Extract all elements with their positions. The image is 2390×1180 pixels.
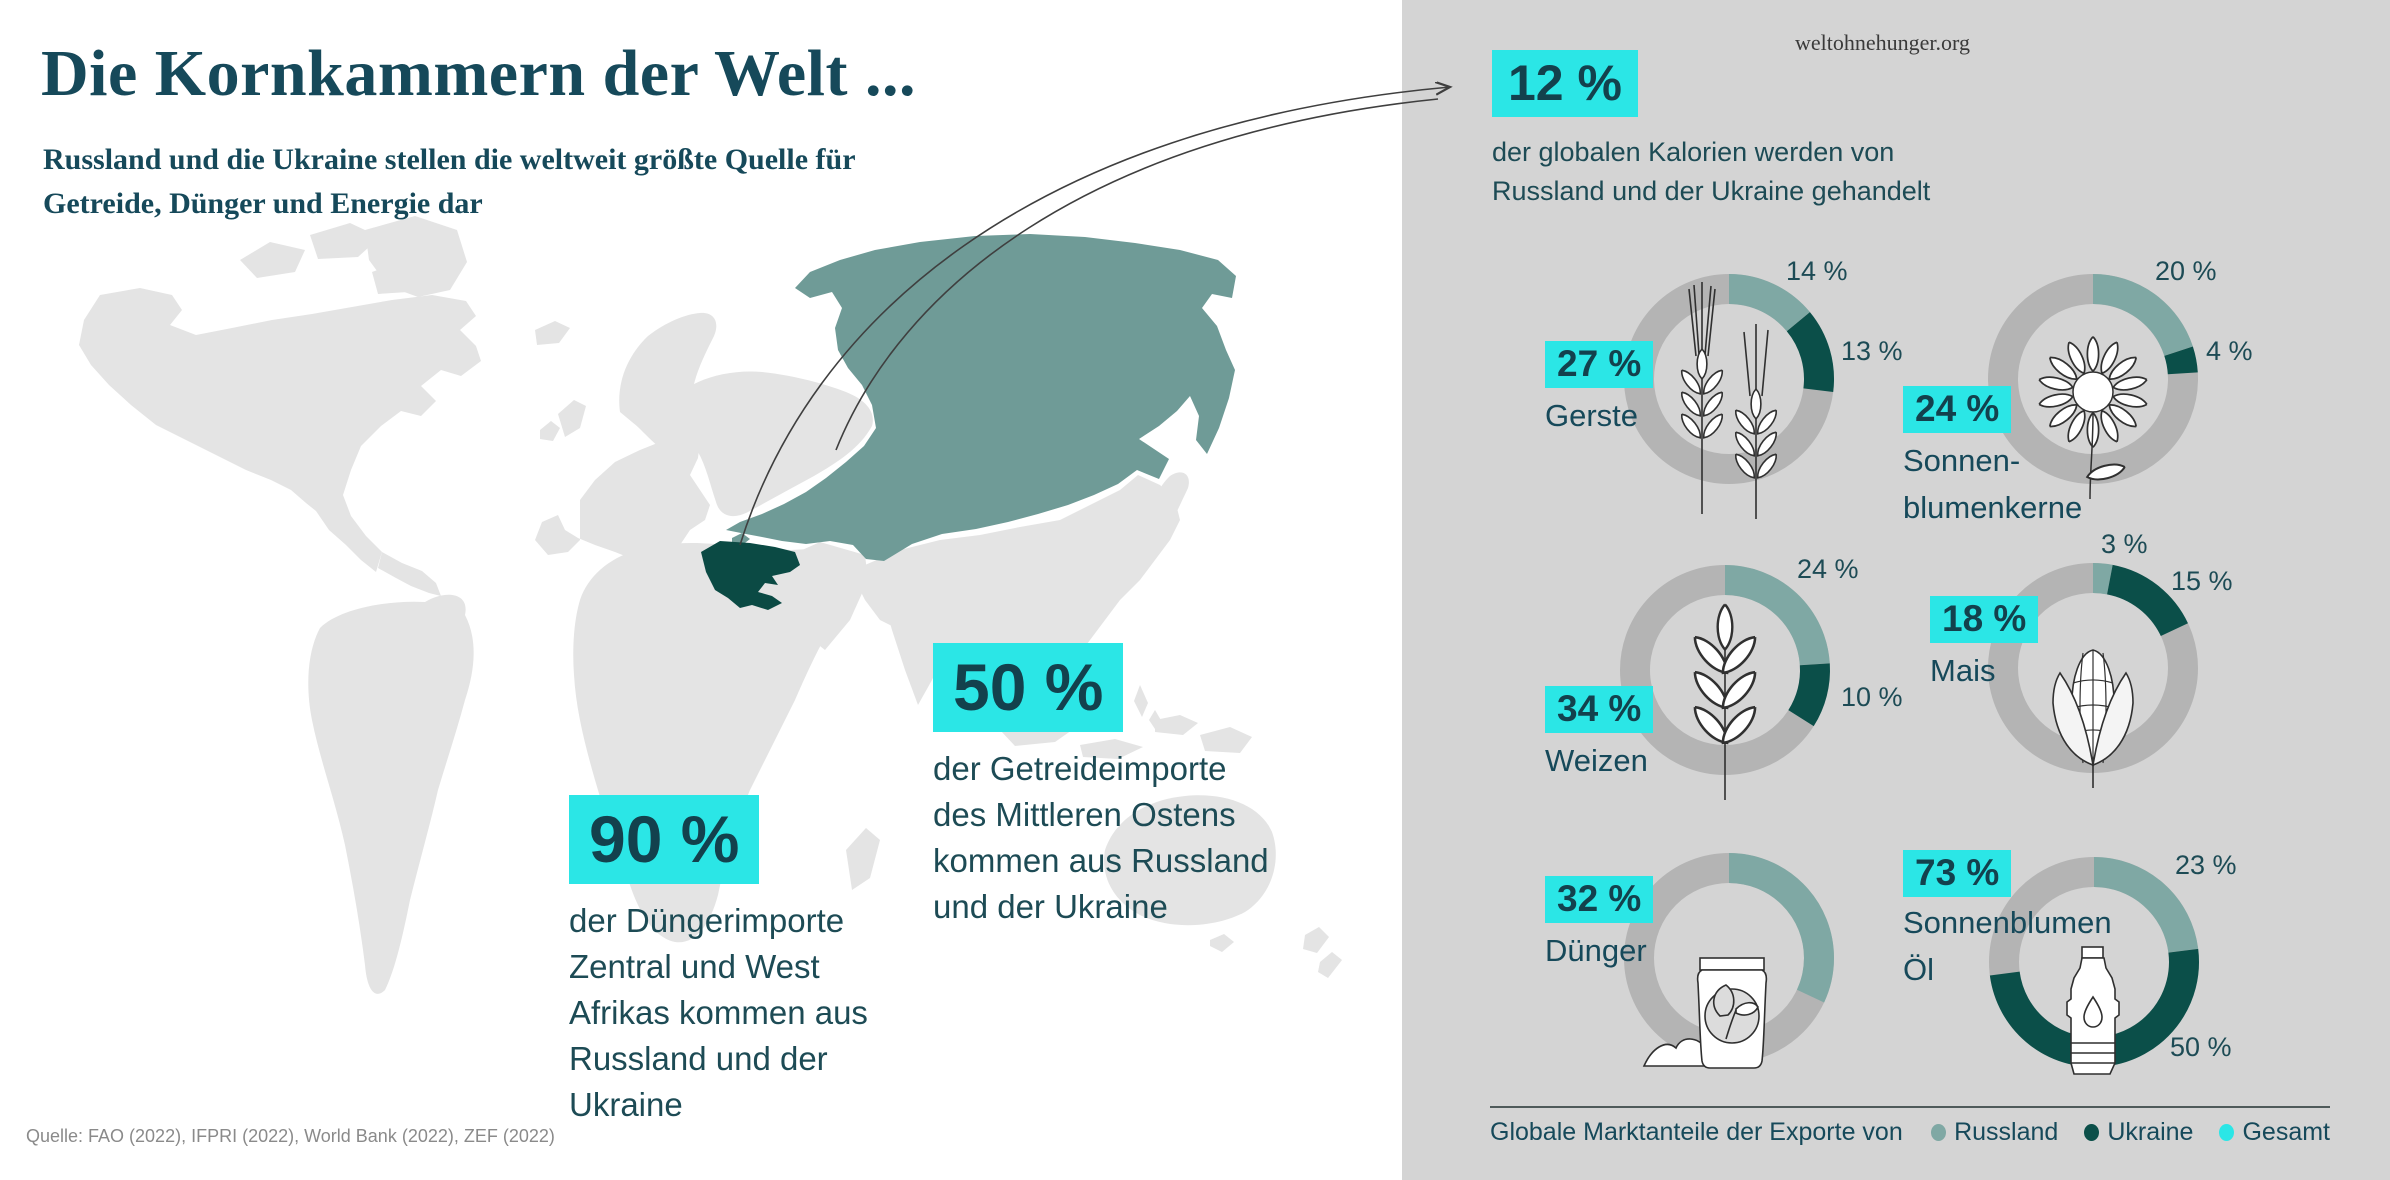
donut-oel (1989, 857, 2199, 1075)
donut-oel-ukraine-label: 50 % (2170, 1032, 2232, 1062)
donut-mais-ukraine-label: 15 % (2171, 566, 2233, 596)
donut-sonnenblumenkerne-russland-segment (1988, 274, 2198, 484)
donut-gerste-name: Gerste (1545, 398, 1639, 433)
page-subtitle: Russland und die Ukraine stellen die wel… (43, 143, 856, 220)
australia-shape (1104, 795, 1276, 926)
russland-dot-icon (1931, 1124, 1947, 1141)
legend-item-gesamt: Gesamt (2219, 1118, 2330, 1147)
legend-item-label: Gesamt (2242, 1118, 2330, 1146)
callout-calories-text: der globalen Kalorien werden von Russlan… (1492, 137, 1931, 206)
donut-gerste-russland-segment (1624, 274, 1834, 484)
arabia-shape (780, 542, 868, 650)
legend-item-label: Ukraine (2107, 1118, 2194, 1146)
callout-fertilizer-africa-text: der Düngerimporte Zentral und West Afrik… (569, 901, 868, 1123)
donut-weizen-russland-label: 24 % (1797, 554, 1859, 584)
donut-sonnenblumenkerne-russland-label: 20 % (2155, 256, 2217, 286)
donut-weizen-ukraine-label: 10 % (1841, 682, 1903, 712)
corn-icon (2052, 649, 2134, 788)
gesamt-dot-icon (2219, 1124, 2235, 1141)
donut-weizen-russland-segment (1620, 565, 1830, 775)
fertilizer-icon (1642, 957, 1768, 1069)
donut-mais-name: Mais (1930, 653, 1996, 688)
donut-mais-total: 18 % (1930, 596, 2039, 643)
source-line: Quelle: FAO (2022), IFPRI (2022), World … (26, 1126, 555, 1146)
donut-weizen (1620, 565, 1830, 800)
legend-item-russland: Russland (1931, 1118, 2058, 1147)
donut-sonnenblumenkerne-ukraine-label: 4 % (2206, 336, 2253, 366)
callout-fertilizer-africa: 90 % der Düngerimporte Zentral und West … (569, 795, 899, 1128)
callout-calories-value: 12 % (1492, 50, 1638, 117)
ukraine-shape (701, 541, 800, 610)
callout-grain-middle-east: 50 % der Getreideimporte des Mittleren O… (933, 643, 1293, 930)
callout-grain-middle-east-value: 50 % (933, 643, 1124, 732)
donut-oel-russland-label: 23 % (2175, 850, 2237, 880)
donut-weizen-total: 34 % (1545, 686, 1654, 733)
south-america-shape (308, 594, 474, 994)
donut-weizen-ukraine-segment (1620, 565, 1830, 775)
donut-mais-russland-label: 3 % (2101, 529, 2148, 559)
wheat-icon (1693, 603, 1757, 800)
donut-oel-name: Sonnenblumen Öl (1903, 905, 2112, 987)
callout-calories: 12 % der globalen Kalorien werden von Ru… (1492, 50, 1952, 211)
sunflower-icon (2038, 336, 2148, 500)
callout-grain-middle-east-text: der Getreideimporte des Mittleren Ostens… (933, 749, 1269, 925)
greenland-shape (365, 216, 467, 297)
callout-fertilizer-africa-value: 90 % (569, 795, 760, 884)
map-continents (79, 216, 1342, 994)
donut-mais (1988, 563, 2198, 788)
donut-duenger-russland-segment (1624, 853, 1834, 1063)
oil-bottle-icon (2066, 946, 2120, 1075)
donut-sonnenblumenkerne-total: 24 % (1903, 386, 2012, 433)
site-link[interactable]: weltohnehunger.org (1795, 30, 1970, 55)
donut-oel-russland-segment (1989, 857, 2199, 1067)
donut-gerste-ukraine-label: 13 % (1841, 336, 1903, 366)
legend-label: Globale Marktanteile der Exporte von (1490, 1118, 1903, 1146)
madagascar-shape (846, 828, 880, 890)
donut-gerste-russland-label: 14 % (1786, 256, 1848, 286)
legend-item-label: Russland (1954, 1118, 2059, 1146)
donut-duenger-total: 32 % (1545, 876, 1654, 923)
barley-icon (1680, 282, 1778, 519)
donut-duenger-name: Dünger (1545, 933, 1647, 968)
donut-duenger (1624, 853, 1834, 1069)
ukraine-dot-icon (2084, 1124, 2100, 1141)
donut-gerste-total: 27 % (1545, 341, 1654, 388)
legend-item-ukraine: Ukraine (2084, 1118, 2193, 1147)
donut-oel-total: 73 % (1903, 850, 2012, 897)
donut-weizen-name: Weizen (1545, 743, 1648, 778)
donut-sonnenblumenkerne-name: Sonnen- blumenkerne (1903, 443, 2083, 525)
page-title: Die Kornkammern der Welt ... (41, 37, 916, 110)
donut-mais-russland-segment (1988, 563, 2198, 773)
donut-sonnenblumenkerne (1988, 274, 2198, 500)
legend-divider (1490, 1106, 2330, 1108)
legend: Globale Marktanteile der Exporte von Rus… (1490, 1118, 2330, 1147)
north-america-shape (79, 288, 481, 572)
right-panel-background (1402, 0, 2390, 1180)
